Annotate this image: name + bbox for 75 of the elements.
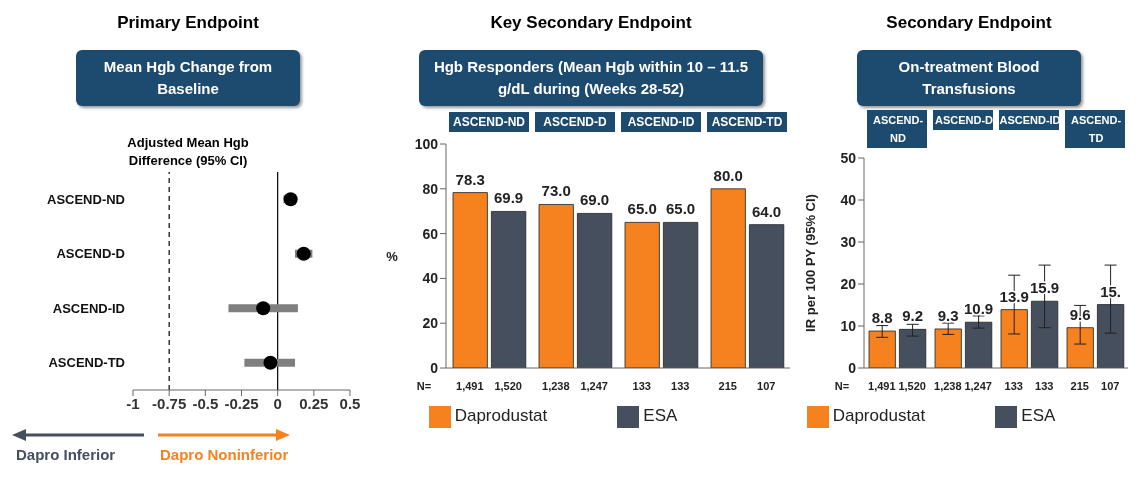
x-axis-title: Adjusted Mean Hgb Difference (95% CI) xyxy=(126,134,250,170)
text: 215 xyxy=(1070,380,1089,392)
y-tick-label: 40 xyxy=(422,270,439,287)
data-label: 73.0 xyxy=(541,182,571,200)
y-tick-label: 20 xyxy=(422,315,439,332)
legend-label: ESA xyxy=(643,406,678,426)
data-label: 64.0 xyxy=(752,202,782,220)
x-tick-label: ASCEND-ND xyxy=(449,112,529,132)
text: 215 xyxy=(718,380,737,392)
text: N= xyxy=(834,380,850,392)
x-tick-label: ASCEND-D xyxy=(933,110,995,130)
y-tick-label: 60 xyxy=(422,225,439,242)
data-label: 80.0 xyxy=(713,166,743,184)
text: N= xyxy=(416,380,432,392)
x-tick-label: ASCEND-TD xyxy=(1065,110,1127,148)
text: 1,520 xyxy=(494,380,522,392)
y-axis-title: % xyxy=(386,248,399,264)
chart-subtitle: On-treatment Blood Transfusions xyxy=(857,50,1081,106)
x-tick-label: ASCEND-ID xyxy=(621,112,701,132)
text: 107 xyxy=(1101,380,1120,392)
data-label: 9.2 xyxy=(902,307,924,325)
text: 133 xyxy=(1004,380,1023,392)
text: 1,491 xyxy=(868,380,896,392)
y-tick-label: 0 xyxy=(430,359,439,376)
chart-title: Key Secondary Endpoint xyxy=(489,12,693,34)
data-label: 8.8 xyxy=(871,309,893,327)
data-label: 78.3 xyxy=(455,170,485,188)
y-tick-label: 50 xyxy=(840,149,857,166)
legend-label: ESA xyxy=(1021,406,1056,426)
data-label: 9.3 xyxy=(937,306,959,324)
y-tick-label: 30 xyxy=(840,233,857,250)
x-tick-label: 0.5 xyxy=(339,394,361,412)
legend-label: Daprodustat xyxy=(454,406,548,426)
x-tick-label: ASCEND-ND xyxy=(867,110,929,148)
data-label: 69.9 xyxy=(494,189,524,207)
x-tick-label: -0.75 xyxy=(152,394,187,412)
text: 1,238 xyxy=(934,380,962,392)
y-axis-title: IR per 100 PY (95% CI) xyxy=(802,194,818,332)
data-label: 10.9 xyxy=(964,300,994,318)
y-tick-label: 40 xyxy=(840,191,857,208)
y-tick-label: 80 xyxy=(422,180,439,197)
text: 133 xyxy=(1035,380,1054,392)
x-tick-label: ASCEND-D xyxy=(535,112,615,132)
text: 1,238 xyxy=(542,380,570,392)
x-tick-label: 0 xyxy=(273,394,282,412)
y-tick-label: 100 xyxy=(414,135,439,152)
x-tick-label: -1 xyxy=(126,394,140,412)
text: 1,247 xyxy=(964,380,992,392)
y-tick-label: ASCEND-ND xyxy=(47,191,125,207)
x-tick-label: -0.5 xyxy=(192,394,219,412)
text: 133 xyxy=(632,380,651,392)
text: Dapro Inferior xyxy=(16,446,116,463)
text: 1,491 xyxy=(456,380,484,392)
chart-subtitle: Mean Hgb Change from Baseline xyxy=(76,50,300,106)
x-tick-label: -0.25 xyxy=(224,394,259,412)
data-label: 69.0 xyxy=(580,191,610,209)
text: 107 xyxy=(757,380,776,392)
chart-title: Secondary Endpoint xyxy=(885,12,1053,34)
y-tick-label: ASCEND-D xyxy=(56,246,125,262)
x-tick-label: ASCEND-TD xyxy=(707,112,787,132)
y-tick-label: 10 xyxy=(840,317,857,334)
legend-label: Daprodustat xyxy=(832,406,926,426)
y-tick-label: 0 xyxy=(848,359,857,376)
y-tick-label: ASCEND-ID xyxy=(52,300,125,316)
text: 1,520 xyxy=(898,380,926,392)
text: Dapro Noninferior xyxy=(160,446,289,463)
y-tick-label: ASCEND-TD xyxy=(48,355,125,371)
x-tick-label: 0.25 xyxy=(299,394,329,412)
chart-title: Primary Endpoint xyxy=(116,12,260,34)
data-label: 65.0 xyxy=(627,200,657,218)
text: 133 xyxy=(671,380,690,392)
data-label: 65.0 xyxy=(666,200,696,218)
y-tick-label: 20 xyxy=(840,275,857,292)
text: 1,247 xyxy=(580,380,608,392)
chart-subtitle: Hgb Responders (Mean Hgb within 10 – 11.5 g/dL during (Weeks 28-52) xyxy=(419,50,763,106)
